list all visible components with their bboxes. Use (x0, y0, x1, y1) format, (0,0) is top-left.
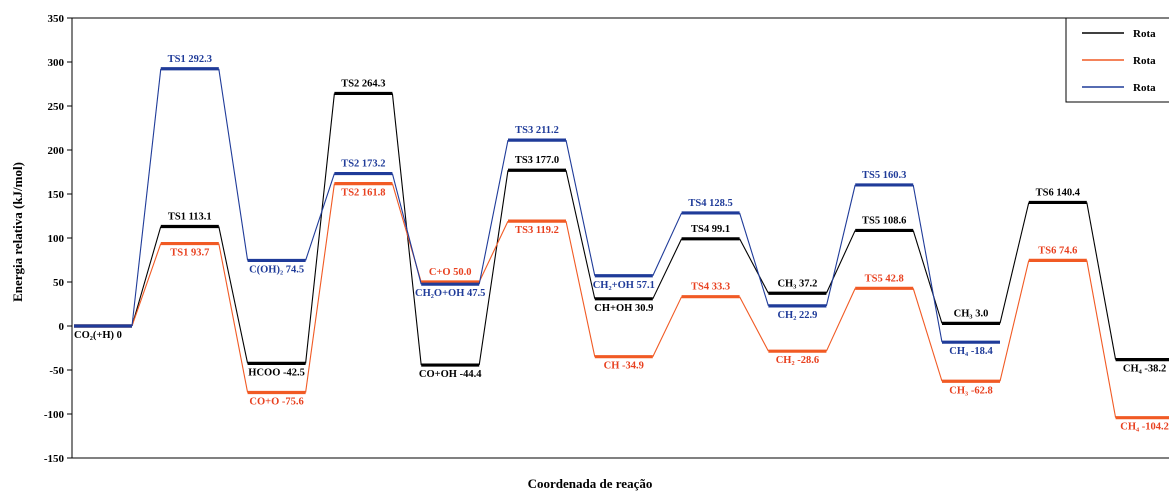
connector-line (218, 68, 249, 261)
connector-line (478, 170, 509, 366)
series-1: CO₂(+H) 0 TS1 113.1 HCOO -42.5 TS2 264.3 CO+… (74, 78, 1169, 380)
level-label: CH₃ 3.0 (954, 308, 989, 319)
level-label: TS2 173.2 (341, 159, 385, 170)
level-label: TS4 33.3 (691, 282, 730, 293)
legend-label: Rota (1133, 28, 1156, 40)
plot-area (71, 17, 1169, 459)
level-label: CH₃ 37.2 (777, 278, 817, 289)
level-label: TS1 113.1 (168, 211, 212, 222)
connector-line (912, 230, 943, 324)
level-label: TS6 140.4 (1036, 187, 1081, 198)
y-tick-label: 200 (48, 145, 65, 157)
level-label: CH₃ -62.8 (949, 385, 992, 396)
level-label: CH+OH 30.9 (594, 303, 653, 314)
level-label: CH₄ -38.2 (1123, 364, 1166, 375)
connector-line (131, 243, 162, 327)
level-label: TS1 93.7 (170, 248, 209, 259)
connector-line (739, 296, 769, 352)
connector-line (565, 220, 596, 357)
level-label: HCOO -42.5 (248, 367, 305, 378)
connector-line (652, 212, 683, 276)
connector-line (912, 184, 943, 343)
y-tick-label: 150 (48, 189, 65, 201)
connector-line (305, 173, 335, 261)
connector-line (825, 230, 856, 294)
level-label: CO+OH -44.4 (419, 369, 482, 380)
connector-line (739, 212, 769, 307)
level-label: TS1 292.3 (168, 54, 212, 65)
level-label: CH -34.9 (604, 361, 644, 372)
level-label: TS5 108.6 (862, 215, 906, 226)
connector-line (478, 220, 509, 283)
connector-line (218, 243, 249, 393)
series-layer: CO₂(+H) 0 TS1 113.1 HCOO -42.5 TS2 264.3 CO+… (74, 54, 1169, 433)
level-label: TS2 161.8 (341, 188, 385, 199)
y-axis: 350 300 250 200 150 100 50 0 -50 -100 -150 (44, 13, 72, 465)
level-label: CH₂+OH 57.1 (593, 280, 655, 291)
connector-line (218, 226, 249, 364)
connector-line (999, 260, 1030, 382)
legend: Rota Rota Rota (1065, 17, 1169, 103)
series-3: TS1 292.3 C(OH)₂ 74.5 TS2 173.2 CH₂O+OH 47.… (74, 54, 1000, 357)
connector-line (391, 173, 422, 285)
connector-line (131, 226, 162, 327)
level-label: TS3 211.2 (515, 125, 559, 136)
connector-line (305, 93, 335, 364)
y-tick-label: 50 (53, 277, 65, 289)
level-label: C(OH)₂ 74.5 (249, 264, 304, 275)
connector-line (305, 183, 335, 393)
level-label: CH₄ -18.4 (949, 346, 993, 357)
connector-line (825, 288, 856, 352)
connector-line (478, 140, 509, 285)
legend-label: Rota (1133, 55, 1156, 67)
y-tick-label: -50 (49, 365, 64, 377)
level-label: TS4 99.1 (691, 224, 730, 235)
y-tick-label: 0 (59, 321, 65, 333)
connector-line (131, 68, 162, 327)
connector-line (1086, 260, 1117, 418)
level-label: C+O 50.0 (429, 267, 472, 278)
level-label: TS4 128.5 (688, 198, 732, 209)
y-tick-label: 100 (48, 233, 65, 245)
y-tick-label: -100 (44, 409, 65, 421)
level-label: CH₂ -28.6 (776, 355, 819, 366)
level-label: TS6 74.6 (1038, 245, 1077, 256)
series-2: TS1 93.7 CO+O -75.6 TS2 161.8 C+O 50.0 TS3 1… (74, 182, 1169, 433)
level-label: CO+O -75.6 (249, 397, 303, 408)
connector-line (999, 202, 1030, 324)
level-label: CH₄ -104.2 (1120, 422, 1169, 433)
connector-line (565, 140, 596, 276)
level-label: TS5 160.3 (862, 170, 906, 181)
level-label: TS3 119.2 (515, 225, 559, 236)
y-tick-label: -150 (44, 453, 65, 465)
level-label: CH₂O+OH 47.5 (415, 288, 485, 299)
legend-label: Rota (1133, 82, 1156, 94)
level-label: CH₂ 22.9 (777, 310, 817, 321)
level-label: CO₂(+H) 0 (74, 330, 122, 341)
connector-line (565, 170, 596, 299)
connector-line (652, 296, 683, 357)
y-axis-title: Energia relativa (kJ/mol) (10, 162, 25, 302)
level-label: TS5 42.8 (865, 273, 904, 284)
y-tick-label: 350 (48, 13, 65, 25)
level-label: TS3 177.0 (515, 155, 559, 166)
connector-line (652, 238, 683, 300)
y-tick-label: 250 (48, 101, 65, 113)
connector-line (825, 184, 856, 306)
connector-line (912, 288, 943, 382)
connector-line (1086, 202, 1117, 360)
connector-line (739, 238, 769, 294)
x-axis-title: Coordenada de reação (528, 476, 653, 491)
y-tick-label: 300 (48, 57, 65, 69)
level-label: TS2 264.3 (341, 78, 385, 89)
